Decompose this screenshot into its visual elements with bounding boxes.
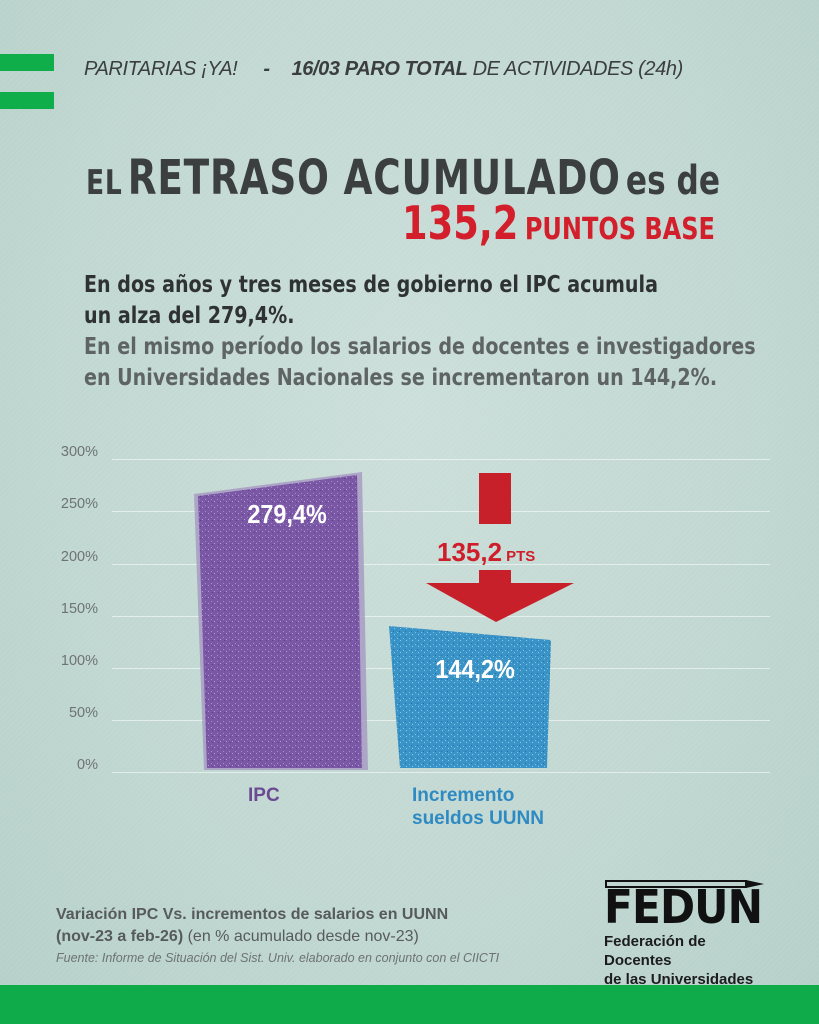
headline: EL RETRASO ACUMULADO es de [86, 150, 720, 206]
y-tick-100: 100% [60, 653, 98, 669]
intro-paragraph: En dos años y tres meses de gobierno el … [84, 270, 756, 394]
banner-left: PARITARIAS ¡YA! [84, 58, 238, 80]
green-accent-bar-top [0, 54, 54, 71]
caption-period: (nov-23 a feb-26) [56, 928, 184, 945]
headline-strong: RETRASO ACUMULADO [127, 150, 621, 206]
y-tick-300: 300% [60, 444, 98, 460]
headline-el: EL [86, 163, 123, 203]
green-accent-bar-bottom [0, 92, 54, 109]
gridline-250 [112, 511, 770, 512]
headline-number: 135,2 [402, 196, 519, 250]
paragraph-line-1: En dos años y tres meses de gobierno el … [84, 272, 658, 298]
category-label-uunn: Incremento sueldos UUNN [412, 784, 572, 830]
logo-wordmark: FEDUN [604, 880, 763, 934]
gap-annotation: 135,2 PTS [437, 537, 535, 568]
fedun-logo: FEDUN Federación de Docentes de las Univ… [604, 878, 774, 989]
down-arrow-icon [426, 473, 574, 622]
bar-ipc [194, 472, 368, 770]
bar-uunn-value: 144,2% [435, 654, 515, 684]
category-label-uunn-line2: sueldos UUNN [412, 808, 544, 829]
pencil-icon [605, 880, 764, 888]
y-tick-150: 150% [60, 601, 98, 617]
bar-ipc-value: 279,4% [247, 499, 327, 529]
y-tick-200: 200% [60, 549, 98, 565]
category-label-uunn-line1: Incremento [412, 785, 515, 806]
y-tick-0: 0% [77, 757, 98, 773]
chart-caption: Variación IPC Vs. incrementos de salario… [56, 904, 448, 948]
bar-uunn [389, 626, 551, 768]
gridline-150 [112, 616, 770, 617]
gap-value: 135,2 [437, 537, 503, 567]
category-label-ipc: IPC [248, 785, 280, 806]
paragraph-line-2: un alza del 279,4%. [84, 303, 295, 329]
y-tick-50: 50% [68, 705, 98, 721]
caption-note: (en % acumulado desde nov-23) [187, 928, 419, 945]
top-banner: PARITARIAS ¡YA! -16/03 PARO TOTAL DE ACTI… [84, 58, 683, 81]
banner-separator: - [263, 58, 270, 80]
headline-unit: PUNTOS BASE [524, 212, 715, 247]
source-note: Fuente: Informe de Situación del Sist. U… [56, 951, 500, 965]
banner-rest: DE ACTIVIDADES (24h) [472, 58, 684, 80]
gridline-0 [112, 772, 770, 773]
gridline-200 [112, 564, 770, 565]
gridline-300 [112, 459, 770, 460]
gap-unit: PTS [506, 548, 536, 565]
paragraph-line-3: En el mismo período los salarios de doce… [84, 334, 756, 360]
paragraph-line-4: en Universidades Nacionales se increment… [84, 365, 718, 391]
y-tick-250: 250% [60, 496, 98, 512]
caption-title: Variación IPC Vs. incrementos de salario… [56, 906, 449, 923]
logo-line-2: de las Universidades [604, 971, 754, 988]
banner-date: 16/03 PARO TOTAL [291, 58, 468, 80]
headline-figure: 135,2 PUNTOS BASE [402, 196, 715, 250]
logo-line-1: Federación de Docentes [604, 933, 706, 969]
logo-subtitle: Federación de Docentes de las Universida… [604, 932, 774, 989]
bottom-green-band [0, 985, 819, 1024]
headline-es-de: es de [625, 158, 721, 204]
